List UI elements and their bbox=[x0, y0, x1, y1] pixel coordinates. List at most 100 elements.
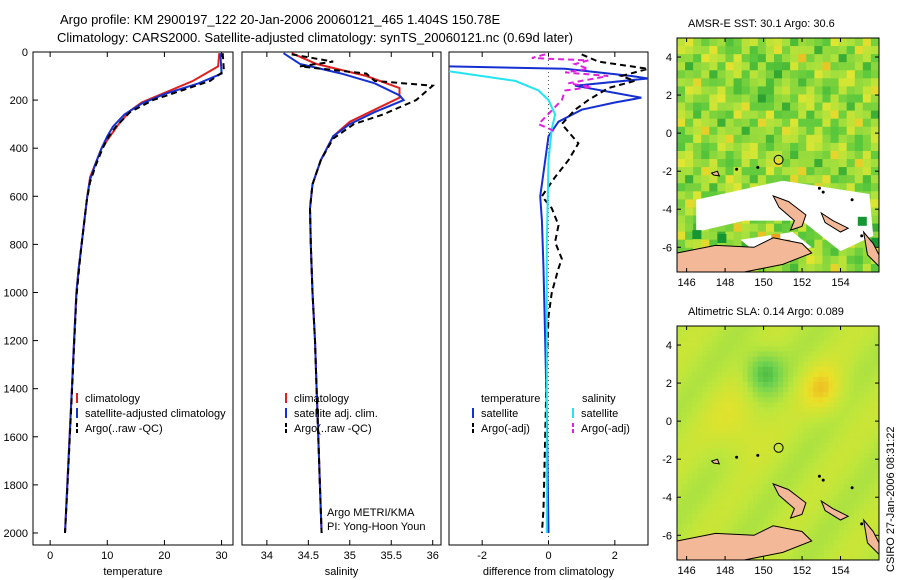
map-cell bbox=[822, 70, 831, 79]
map-cell bbox=[803, 549, 809, 556]
map-cell bbox=[707, 371, 713, 378]
map-cell bbox=[862, 167, 872, 176]
map-cell bbox=[822, 46, 831, 55]
map-cell bbox=[677, 78, 686, 87]
map-cell bbox=[828, 458, 834, 464]
map-cell bbox=[727, 504, 733, 510]
map-cell bbox=[727, 458, 733, 464]
map-cell bbox=[863, 381, 870, 388]
map-cell bbox=[868, 453, 875, 459]
map-cell bbox=[833, 422, 839, 429]
map-cell bbox=[838, 387, 845, 393]
series-line-3 bbox=[531, 53, 609, 133]
x-tick-label: 0 bbox=[47, 550, 53, 562]
map-cell bbox=[702, 458, 708, 464]
map-cell bbox=[725, 70, 734, 79]
map-cell bbox=[772, 509, 779, 515]
map-cell bbox=[752, 371, 759, 378]
map-cell bbox=[677, 387, 683, 393]
map-cell bbox=[757, 381, 764, 388]
map-cell bbox=[701, 126, 710, 136]
map-cell bbox=[793, 453, 799, 459]
map-cell bbox=[803, 392, 809, 398]
map-cell bbox=[833, 504, 839, 510]
map-cell bbox=[803, 366, 809, 373]
map-cell bbox=[793, 412, 799, 418]
map-cell bbox=[741, 134, 751, 144]
map-cell bbox=[749, 175, 759, 184]
map-cell bbox=[873, 341, 879, 347]
map-cell bbox=[798, 544, 804, 551]
map-cell bbox=[846, 46, 856, 55]
map-cell bbox=[838, 478, 845, 485]
map-cell bbox=[823, 407, 829, 413]
map-cell bbox=[692, 514, 698, 520]
map-cell bbox=[765, 118, 775, 128]
map-cell bbox=[848, 366, 855, 373]
map-cell bbox=[682, 381, 688, 388]
map-cell bbox=[742, 443, 749, 449]
map-cell bbox=[757, 346, 764, 352]
map-cell bbox=[793, 341, 799, 347]
map-cell bbox=[677, 402, 683, 408]
map-cell bbox=[742, 504, 749, 510]
map-cell bbox=[822, 102, 831, 112]
map-cell bbox=[693, 191, 702, 200]
map-cell bbox=[782, 62, 791, 71]
map-cell bbox=[712, 453, 718, 459]
map-cell bbox=[687, 422, 693, 429]
map-cell bbox=[808, 422, 814, 429]
map-cell bbox=[873, 326, 879, 332]
map-cell bbox=[822, 150, 831, 160]
map-cell bbox=[858, 544, 865, 551]
map-cell bbox=[747, 371, 754, 378]
map-cell bbox=[717, 175, 726, 184]
map-cell bbox=[701, 231, 710, 241]
map-cell bbox=[783, 422, 789, 429]
map-cell bbox=[707, 387, 713, 393]
map-cell bbox=[762, 443, 769, 449]
map-cell bbox=[741, 167, 751, 176]
map-cell bbox=[823, 397, 829, 403]
map-cell bbox=[762, 392, 769, 398]
map-cell bbox=[692, 432, 698, 439]
map-cell bbox=[790, 46, 799, 55]
map-cell bbox=[773, 70, 783, 79]
map-cell bbox=[732, 493, 738, 500]
map-cell bbox=[863, 473, 870, 480]
map-cell bbox=[798, 134, 807, 144]
map-cell bbox=[749, 142, 759, 152]
map-cell bbox=[692, 336, 698, 342]
map-cell bbox=[727, 326, 733, 332]
map-cell bbox=[833, 498, 839, 505]
map-cell bbox=[862, 110, 872, 120]
map-cell bbox=[687, 448, 693, 454]
map-cell bbox=[822, 159, 831, 168]
map-cell bbox=[868, 488, 875, 495]
map-cell bbox=[741, 62, 751, 71]
map-cell bbox=[722, 473, 728, 480]
map-cell bbox=[818, 417, 824, 424]
map-cell bbox=[823, 514, 829, 520]
map-cell bbox=[687, 407, 693, 413]
map-cell bbox=[863, 509, 870, 515]
map-cell bbox=[843, 351, 850, 357]
map-cell bbox=[765, 78, 775, 87]
map-cell bbox=[765, 126, 775, 136]
map-cell bbox=[733, 134, 743, 144]
map-cell bbox=[752, 356, 759, 363]
map-cell bbox=[814, 150, 823, 160]
map-cell bbox=[737, 443, 744, 449]
map-cell bbox=[782, 142, 791, 152]
map-cell bbox=[747, 392, 754, 398]
map-cell bbox=[752, 341, 759, 347]
map-cell bbox=[863, 443, 870, 449]
map-cell bbox=[798, 78, 807, 87]
map-cell bbox=[757, 366, 764, 373]
map-cell bbox=[732, 381, 738, 388]
map-cell bbox=[757, 417, 764, 424]
map-cell bbox=[783, 331, 789, 337]
map-cell bbox=[870, 118, 879, 128]
map-cell bbox=[778, 326, 784, 332]
map-cell bbox=[707, 437, 713, 444]
